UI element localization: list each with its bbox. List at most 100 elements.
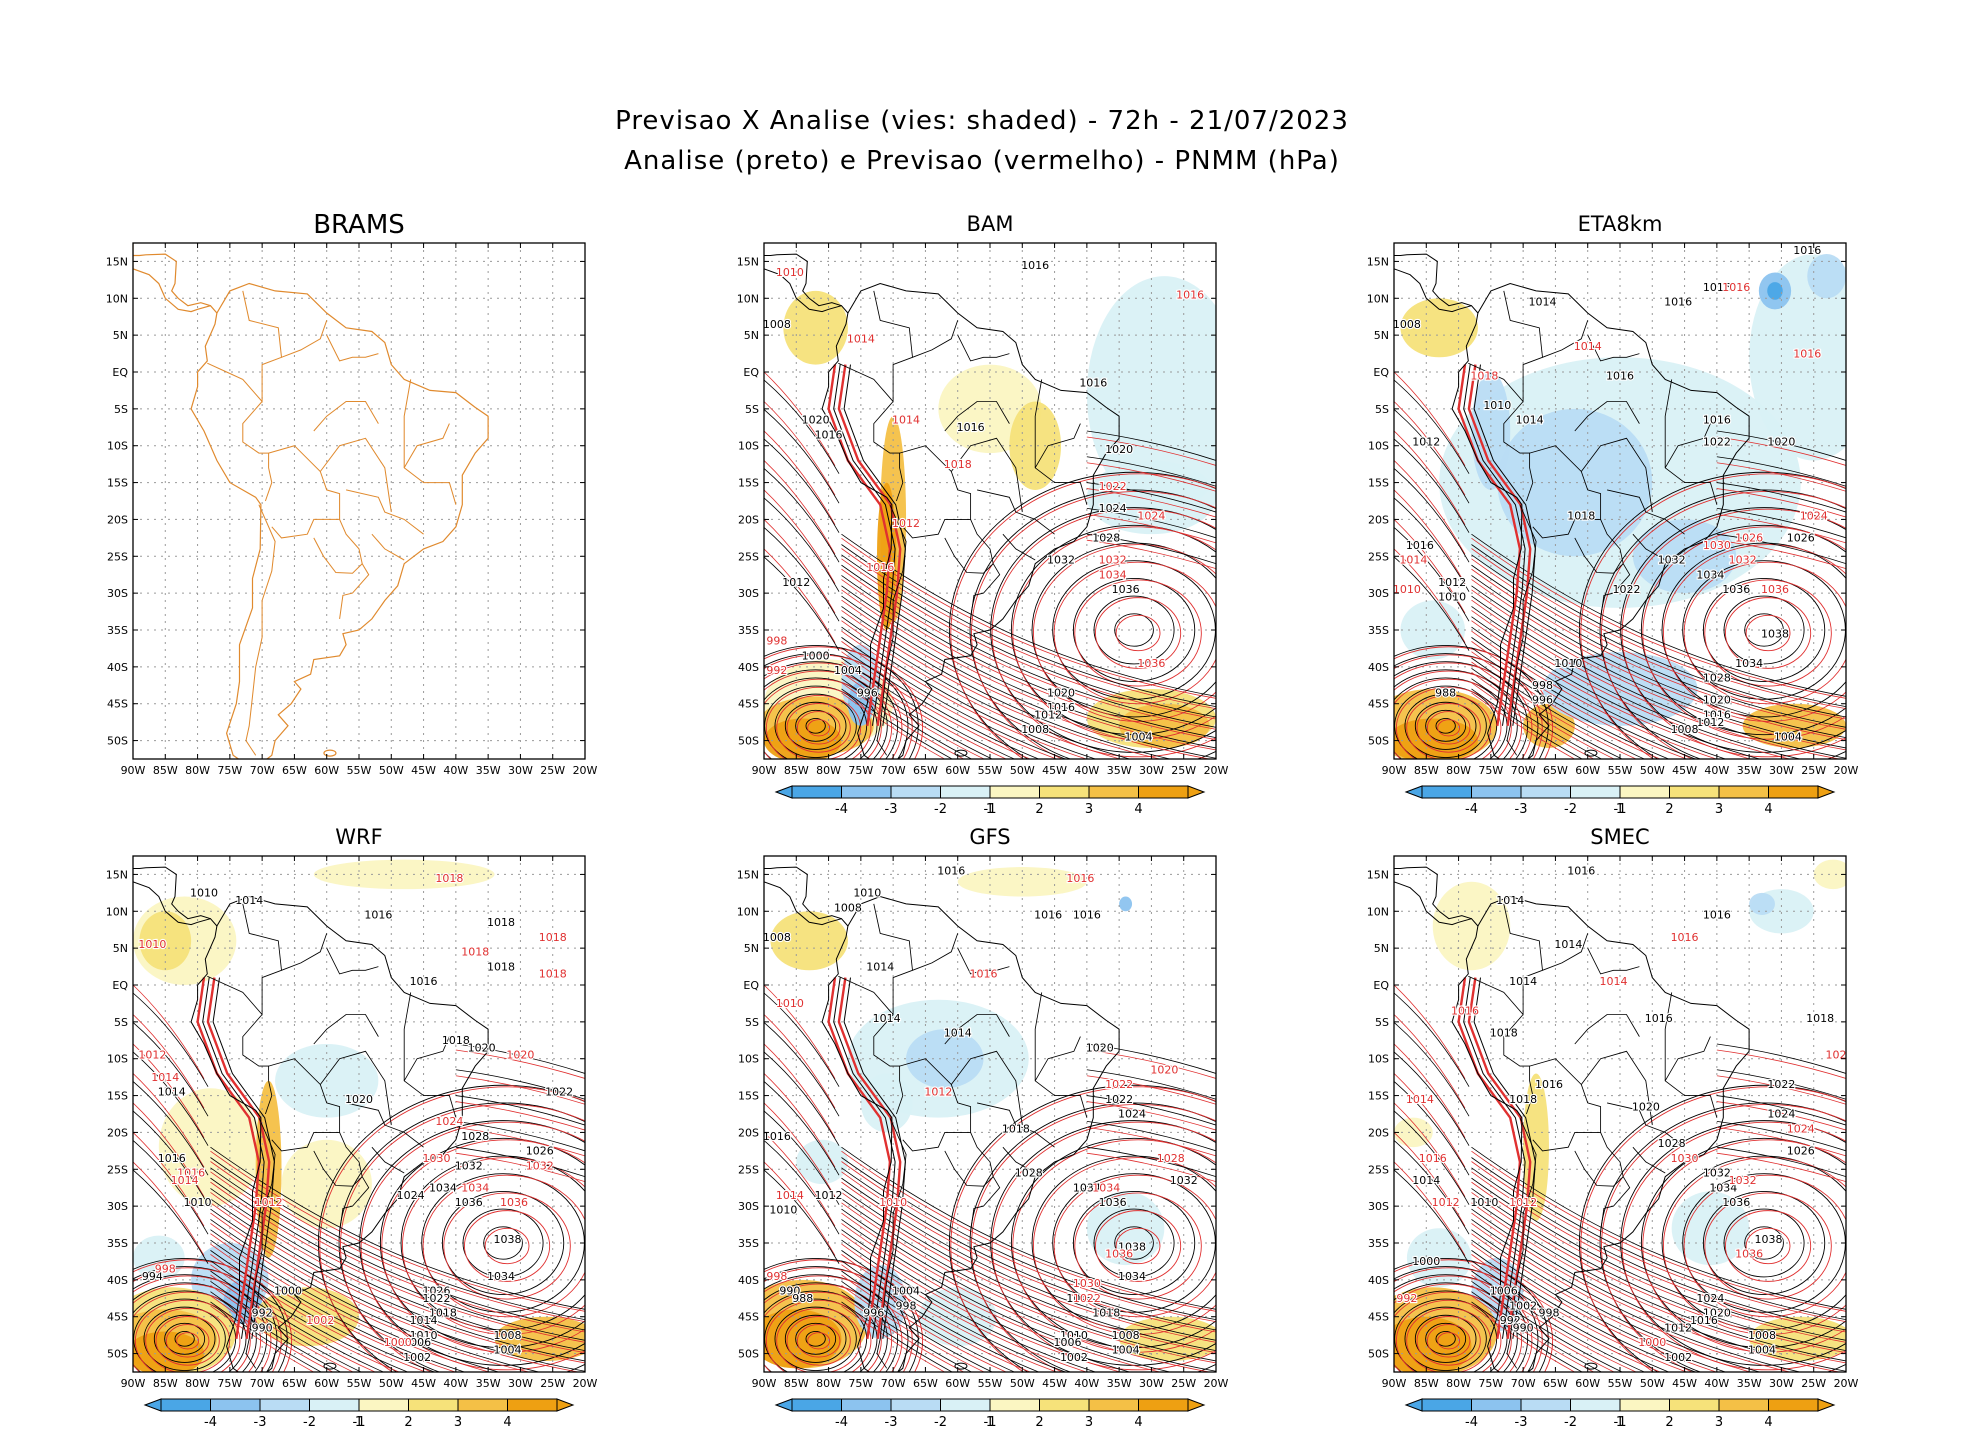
analysis-isobar bbox=[210, 1291, 342, 1372]
bias-shading-pos1 bbox=[313, 859, 495, 890]
forecast-contour-label: 1036 bbox=[1761, 583, 1789, 596]
lon-axis-label: 55W bbox=[978, 1377, 1003, 1390]
analysis-contour-label: 1014 bbox=[1554, 938, 1582, 951]
lon-axis-label: 20W bbox=[1204, 764, 1229, 777]
forecast-isobar bbox=[1471, 1212, 1842, 1372]
colorbar-tick-label: 1 bbox=[355, 1415, 363, 1430]
coastline-caribbean bbox=[797, 203, 866, 226]
lon-axis-label: 35W bbox=[1107, 764, 1132, 777]
forecast-isobar bbox=[1394, 1132, 1466, 1227]
country-border bbox=[345, 489, 424, 535]
forecast-isobar bbox=[1745, 1227, 1791, 1265]
forecast-contour-label: 1014 bbox=[151, 1071, 179, 1084]
analysis-isobar bbox=[841, 637, 1067, 759]
forecast-isobar bbox=[1642, 1139, 1846, 1353]
forecast-isobar bbox=[764, 662, 903, 759]
analysis-isobar bbox=[774, 1306, 857, 1371]
forecast-contour-label: 1020 bbox=[506, 1049, 534, 1062]
forecast-contour-label: 1012 bbox=[1432, 1196, 1460, 1209]
analysis-isobar bbox=[1086, 1120, 1216, 1152]
lon-axis-label: 90W bbox=[752, 764, 777, 777]
analysis-contour-label: 996 bbox=[1532, 694, 1553, 707]
forecast-isobar bbox=[134, 1299, 241, 1372]
lat-axis-label: 20S bbox=[738, 1126, 759, 1139]
analysis-contour-label: 1016 bbox=[1047, 701, 1075, 714]
lon-axis-label: 55W bbox=[1608, 764, 1633, 777]
lat-axis-label: EQ bbox=[743, 366, 759, 379]
analysis-contour-label: 1016 bbox=[815, 428, 843, 441]
forecast-contour-label: 1022 bbox=[1073, 1292, 1101, 1305]
analysis-isobar bbox=[1578, 1084, 1846, 1372]
forecast-isobar bbox=[1471, 1243, 1718, 1372]
forecast-isobar bbox=[1086, 462, 1216, 492]
lon-axis-label: 80W bbox=[1446, 764, 1471, 777]
forecast-isobar bbox=[1053, 561, 1216, 705]
forecast-isobar bbox=[1394, 1073, 1466, 1168]
country-border bbox=[1034, 423, 1081, 469]
forecast-isobar bbox=[455, 1075, 585, 1105]
analysis-isobar bbox=[1394, 497, 1470, 592]
forecast-isobar bbox=[1716, 1126, 1846, 1157]
forecast-contour-label: 1018 bbox=[461, 946, 489, 959]
forecast-isobar bbox=[1716, 1075, 1846, 1105]
analysis-contour-label: 1016 bbox=[410, 975, 438, 988]
lon-axis-label: 75W bbox=[1478, 1377, 1503, 1390]
analysis-isobar bbox=[841, 1239, 1097, 1372]
lat-axis-label: 40S bbox=[738, 661, 759, 674]
country-border bbox=[1506, 1117, 1537, 1369]
country-border bbox=[403, 379, 457, 505]
forecast-isobar bbox=[155, 1316, 220, 1366]
analysis-contour-label: 1016 bbox=[1406, 539, 1434, 552]
forecast-isobar bbox=[1580, 473, 1846, 759]
forecast-isobar bbox=[133, 1291, 251, 1372]
panel-title: WRF bbox=[335, 825, 382, 849]
forecast-isobar bbox=[764, 401, 836, 496]
analysis-isobar bbox=[1404, 1306, 1487, 1371]
analysis-isobar bbox=[1086, 430, 1216, 461]
lon-axis-label: 30W bbox=[1139, 1377, 1164, 1390]
analysis-isobar bbox=[1716, 430, 1846, 461]
country-border bbox=[1607, 489, 1685, 535]
colorbar-swatch bbox=[1138, 1398, 1189, 1412]
forecast-isobar bbox=[1394, 1043, 1466, 1138]
analysis-isobar bbox=[764, 556, 840, 651]
colorbar-tick-label: -2 bbox=[1564, 802, 1577, 817]
forecast-isobar bbox=[1426, 1324, 1471, 1358]
colorbar-tick-label: -1 bbox=[1614, 1415, 1627, 1430]
coastline-falklands bbox=[954, 1362, 968, 1370]
analysis-isobar bbox=[1086, 1095, 1216, 1126]
coastline-south-america bbox=[190, 895, 489, 1372]
colorbar-tick-label: -2 bbox=[303, 1415, 316, 1430]
panel-title: BRAMS bbox=[313, 210, 405, 240]
analysis-isobar bbox=[948, 471, 1216, 759]
colorbar-arrow-right bbox=[1187, 1398, 1206, 1412]
colorbar-tick-label: -1 bbox=[984, 802, 997, 817]
analysis-isobar bbox=[379, 1137, 585, 1349]
forecast-isobar bbox=[133, 1014, 205, 1109]
forecast-isobar bbox=[807, 1332, 831, 1350]
colorbar-tick-label: 4 bbox=[503, 1415, 511, 1430]
forecast-isobar bbox=[1471, 599, 1842, 759]
forecast-isobar bbox=[1471, 682, 1595, 759]
analysis-contour-label: 1010 bbox=[769, 1204, 797, 1217]
colorbar-tick-label: 2 bbox=[404, 1415, 412, 1430]
analysis-isobar bbox=[774, 693, 857, 758]
analysis-contour-label: 1010 bbox=[1470, 1196, 1498, 1209]
bias-shading-neg1 bbox=[1671, 1191, 1750, 1266]
forecast-isobar bbox=[360, 1121, 585, 1371]
analysis-contour-label: 1016 bbox=[1606, 369, 1634, 382]
analysis-isobar bbox=[1394, 379, 1470, 474]
coastline-central-america bbox=[133, 866, 211, 920]
analysis-contour-label: 1024 bbox=[1696, 1292, 1724, 1305]
analysis-contour-label: 994 bbox=[142, 1270, 163, 1283]
forecast-isobar bbox=[841, 1243, 1088, 1372]
lat-axis-label: EQ bbox=[743, 979, 759, 992]
colorbar-swatch bbox=[890, 1398, 941, 1412]
country-border bbox=[977, 489, 1055, 535]
analysis-isobar bbox=[1086, 507, 1216, 539]
forecast-isobar bbox=[176, 1332, 200, 1350]
coastline-caribbean bbox=[1427, 816, 1496, 839]
analysis-contour-label: 1000 bbox=[274, 1285, 302, 1298]
analysis-contour-label: 1006 bbox=[1053, 1336, 1081, 1349]
lon-axis-label: 65W bbox=[913, 1377, 938, 1390]
